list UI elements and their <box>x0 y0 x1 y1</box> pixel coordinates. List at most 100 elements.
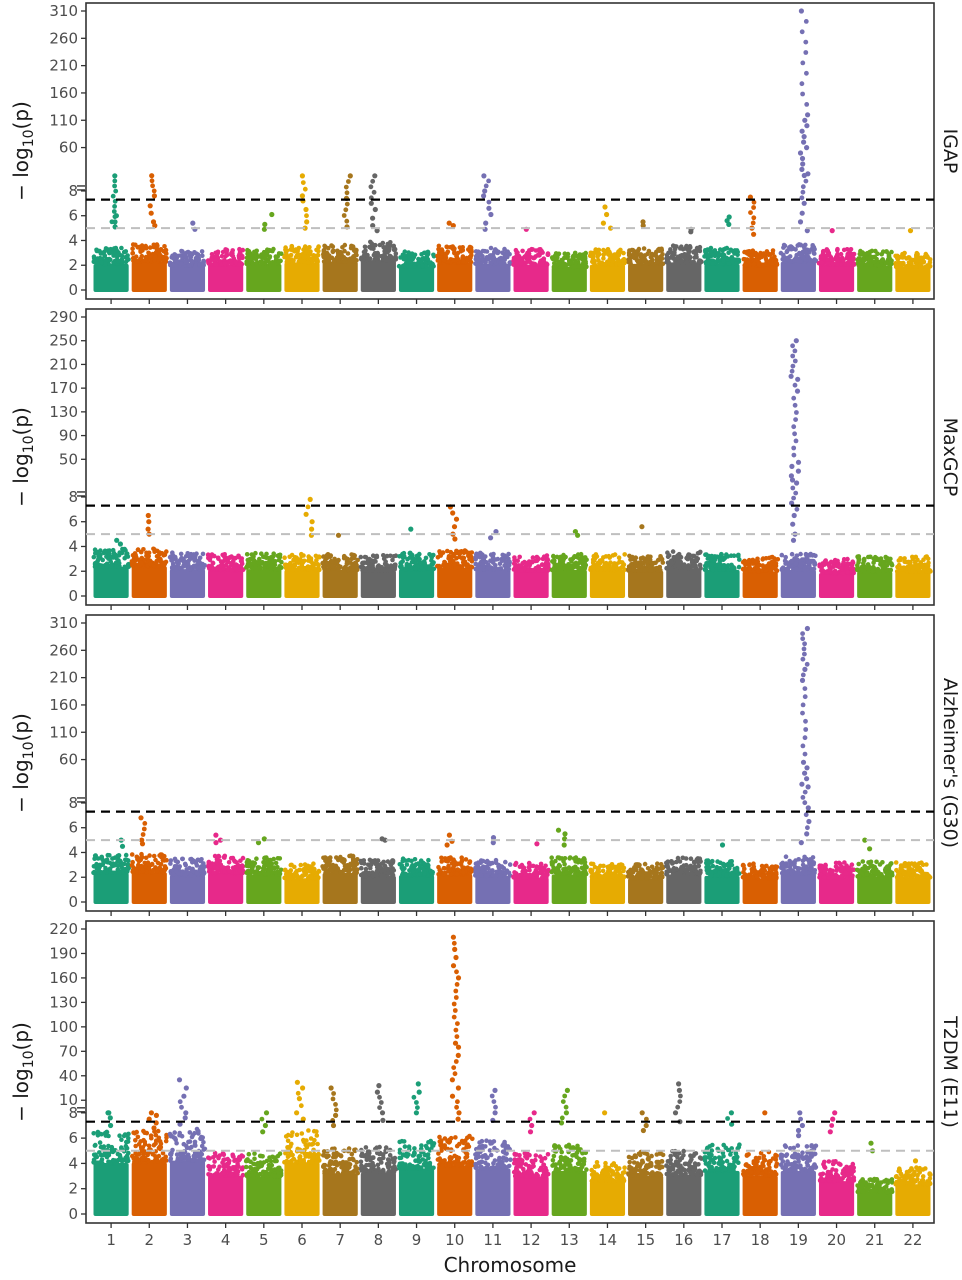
y-tick-label: 90 <box>59 427 78 445</box>
snp-point <box>206 261 212 266</box>
snp-point <box>574 253 580 259</box>
snp-point <box>455 250 461 256</box>
snp-point <box>710 261 716 266</box>
snp-point <box>273 566 279 572</box>
snp-point <box>180 869 185 874</box>
snp-point <box>468 259 474 265</box>
snp-point <box>311 562 317 568</box>
snp-point <box>803 178 809 184</box>
snp-point <box>450 510 456 516</box>
snp-point <box>200 551 206 557</box>
snp-point <box>729 562 734 568</box>
snp-point <box>244 261 250 267</box>
snp-point <box>659 248 664 253</box>
snp-point <box>249 552 255 557</box>
snp-point <box>185 566 191 572</box>
chr-3-dense <box>169 569 206 598</box>
snp-point <box>396 263 402 269</box>
snp-point <box>233 259 239 264</box>
snp-point <box>590 559 596 565</box>
snp-point <box>632 255 637 261</box>
snp-point <box>141 557 147 563</box>
snp-point <box>801 172 807 179</box>
snp-point <box>341 213 347 218</box>
snp-point <box>325 253 331 258</box>
snp-point <box>209 552 215 557</box>
snp-point <box>145 526 151 532</box>
snp-point <box>747 249 752 254</box>
snp-point <box>488 260 493 265</box>
snp-point <box>399 563 404 569</box>
chr-13-dense <box>551 266 587 292</box>
snp-point <box>363 248 368 253</box>
snp-point <box>325 259 331 264</box>
snp-point <box>277 856 283 861</box>
snp-point <box>603 566 608 572</box>
snp-point <box>791 395 797 401</box>
snp-point <box>372 173 378 179</box>
snp-point <box>791 445 797 451</box>
snp-point <box>267 255 272 260</box>
snp-point <box>316 244 321 250</box>
snp-point <box>896 558 902 563</box>
snp-point <box>207 566 212 571</box>
snp-point <box>416 256 421 262</box>
snp-point <box>843 261 849 267</box>
snp-point <box>794 388 801 394</box>
snp-point <box>370 553 376 558</box>
snp-point <box>298 252 303 258</box>
snp-point <box>481 173 487 179</box>
snp-point <box>276 259 282 265</box>
snp-point <box>180 856 185 862</box>
snp-point <box>802 567 807 573</box>
snp-point <box>637 564 642 569</box>
snp-point <box>460 560 466 565</box>
snp-point <box>647 260 652 265</box>
chr-15-points <box>626 553 666 598</box>
snp-point <box>671 554 677 560</box>
snp-point <box>345 251 351 256</box>
snp-point <box>635 248 641 254</box>
snp-point <box>422 250 428 256</box>
snp-point <box>116 853 121 858</box>
snp-point <box>666 553 672 558</box>
snp-point <box>697 244 703 250</box>
snp-point <box>622 552 627 557</box>
snp-point <box>850 559 855 564</box>
snp-point <box>803 39 809 45</box>
snp-point <box>145 554 150 559</box>
snp-point <box>861 558 867 563</box>
snp-point <box>616 249 621 254</box>
snp-point <box>269 211 275 218</box>
snp-point <box>913 554 919 560</box>
snp-point <box>129 852 135 857</box>
snp-point <box>601 252 606 257</box>
snp-point <box>98 564 103 569</box>
chr-20-dense <box>818 264 855 292</box>
chr-20-points <box>816 246 857 292</box>
snp-point <box>355 557 361 563</box>
snp-point <box>135 547 141 552</box>
chr-20-dense <box>818 572 855 598</box>
snp-point <box>724 552 729 557</box>
snp-point <box>835 262 840 267</box>
chr-1-points <box>91 245 131 292</box>
snp-point <box>160 857 166 863</box>
snp-point <box>108 257 113 263</box>
snp-point <box>591 553 597 559</box>
snp-point <box>805 560 811 566</box>
snp-point <box>330 559 335 564</box>
snp-point <box>518 260 524 266</box>
snp-point <box>467 244 473 250</box>
snp-point <box>595 565 600 571</box>
chr-14-peak <box>600 204 614 231</box>
snp-point <box>245 858 250 863</box>
chr-3-dense <box>169 265 206 292</box>
snp-point <box>158 557 163 562</box>
snp-point <box>779 552 785 558</box>
snp-point <box>224 249 229 255</box>
snp-point <box>170 262 175 268</box>
snp-point <box>692 255 698 260</box>
snp-point <box>109 250 114 255</box>
snp-point <box>805 254 811 260</box>
